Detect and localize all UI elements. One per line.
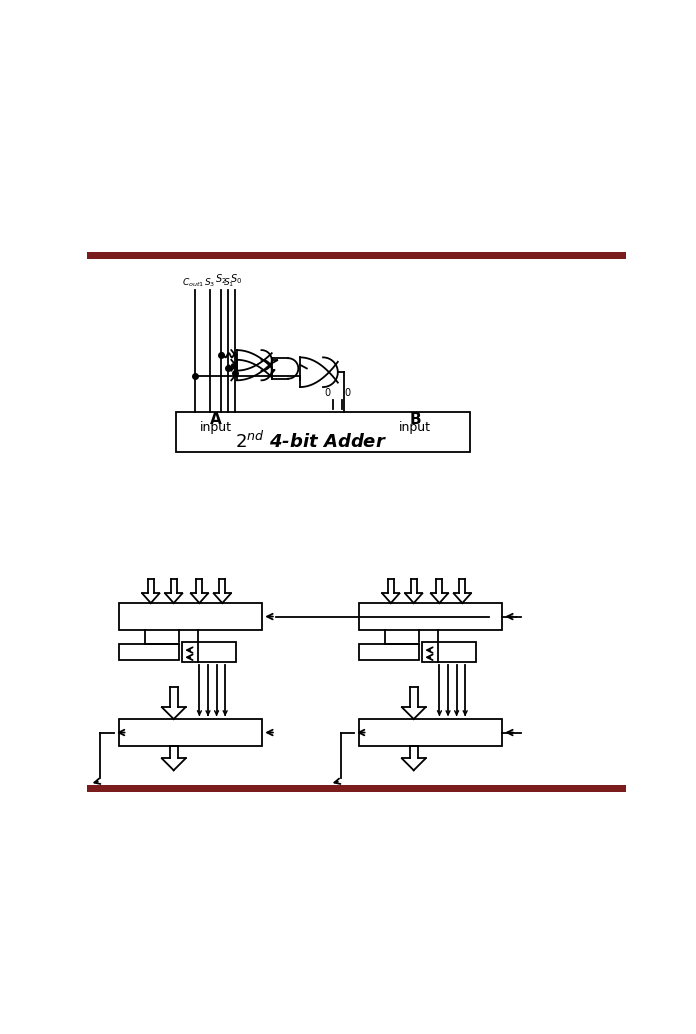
Bar [120,719,262,746]
Bar [359,643,420,660]
Bar [87,785,626,792]
Text: $2^{nd}$ 4-bit Adder: $2^{nd}$ 4-bit Adder [235,430,387,452]
Text: $S_1$: $S_1$ [223,276,235,288]
Text: $S_0$: $S_0$ [230,272,242,286]
Text: A: A [209,413,221,427]
Text: B: B [409,413,421,427]
Bar [87,252,626,260]
Bar [359,719,503,746]
Text: input: input [399,421,431,434]
Bar [176,412,470,452]
Text: $S_3$: $S_3$ [205,276,216,288]
Bar [120,603,262,630]
Bar [359,603,503,630]
Bar [182,642,236,663]
Text: $S_2$: $S_2$ [216,272,227,286]
Text: $C_{out1}$: $C_{out1}$ [182,276,205,288]
Text: 0: 0 [324,388,331,398]
Bar [120,643,180,660]
Text: input: input [199,421,231,434]
Bar [422,642,476,663]
Text: 0: 0 [344,388,350,398]
